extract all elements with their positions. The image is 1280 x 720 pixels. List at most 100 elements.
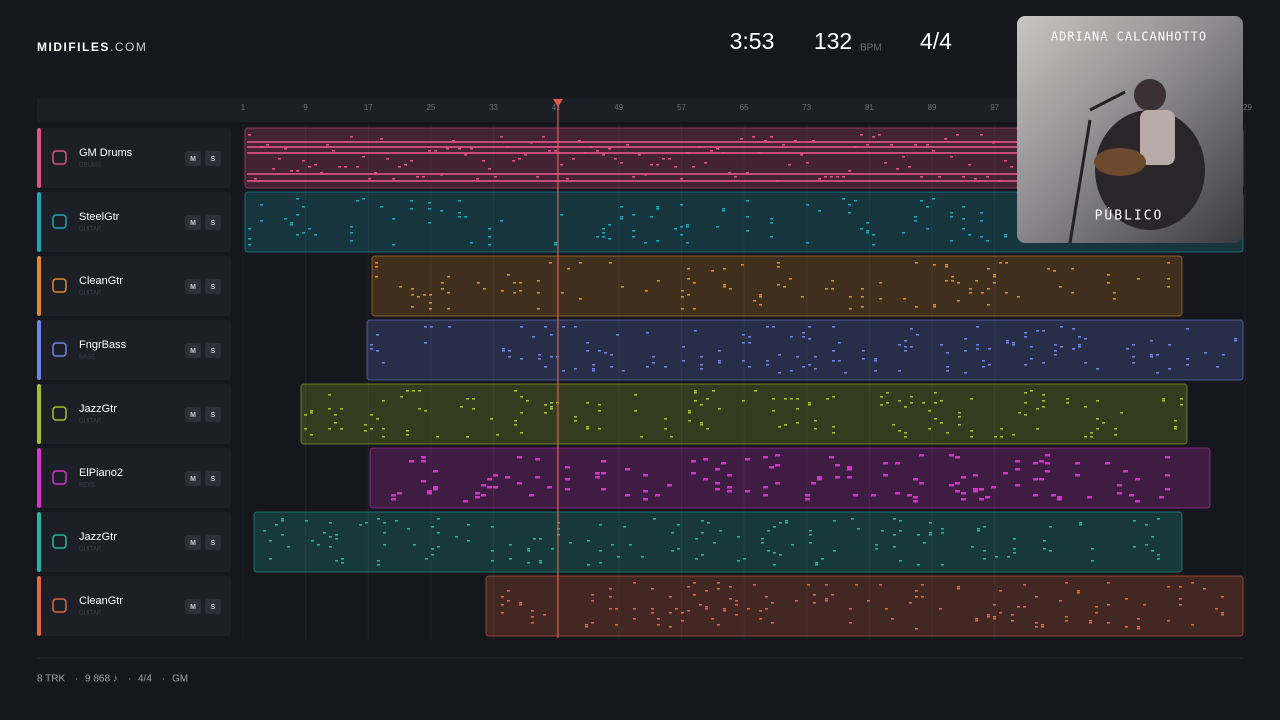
solo-button[interactable] — [205, 151, 221, 166]
solo-button[interactable] — [205, 343, 221, 358]
note — [1033, 462, 1038, 465]
note — [742, 400, 745, 402]
note — [1007, 556, 1010, 558]
note — [977, 530, 980, 532]
mute-button[interactable] — [185, 215, 201, 230]
note — [1042, 330, 1045, 332]
mute-button[interactable] — [185, 471, 201, 486]
note — [650, 164, 653, 166]
note — [625, 494, 630, 497]
note — [904, 346, 907, 348]
track-name: JazzGtr — [79, 531, 117, 543]
solo-button[interactable] — [205, 471, 221, 486]
bar-number: 17 — [364, 103, 373, 112]
solo-button[interactable] — [205, 407, 221, 422]
clip — [371, 255, 1183, 317]
note — [1024, 392, 1027, 394]
note — [550, 402, 553, 404]
mute-button[interactable] — [185, 599, 201, 614]
note — [1039, 460, 1044, 463]
note — [962, 206, 965, 208]
note — [247, 180, 1241, 182]
track-color-bar — [37, 576, 41, 636]
mute-label: M — [190, 476, 196, 483]
bar-number: 89 — [928, 103, 937, 112]
note — [458, 200, 461, 202]
solo-button[interactable] — [205, 599, 221, 614]
note — [698, 146, 701, 148]
note — [509, 558, 512, 560]
note — [328, 408, 331, 410]
note — [374, 172, 377, 174]
note — [586, 426, 589, 428]
note — [554, 150, 557, 152]
note — [1065, 582, 1068, 584]
note — [364, 424, 367, 426]
note — [376, 350, 379, 352]
note — [957, 282, 960, 284]
note — [440, 210, 443, 212]
note — [801, 296, 804, 298]
note — [475, 492, 480, 495]
note — [656, 206, 659, 208]
note — [881, 530, 884, 532]
note — [753, 584, 756, 586]
note — [883, 462, 888, 465]
note — [874, 360, 877, 362]
track: CleanGtr GUITAR M S — [37, 575, 1244, 637]
note — [1084, 406, 1087, 408]
note — [505, 476, 510, 479]
note — [579, 298, 582, 300]
note — [923, 542, 926, 544]
note — [844, 372, 847, 374]
note — [585, 626, 588, 628]
note — [260, 204, 263, 206]
note — [475, 496, 480, 499]
note — [1013, 552, 1016, 554]
note — [629, 544, 632, 546]
note — [746, 230, 749, 232]
note — [592, 364, 595, 366]
solo-button[interactable] — [205, 535, 221, 550]
mute-button[interactable] — [185, 407, 201, 422]
note — [1015, 484, 1020, 487]
note — [831, 288, 834, 290]
note — [335, 534, 338, 536]
note — [519, 604, 522, 606]
track-icon — [52, 470, 67, 485]
mute-button[interactable] — [185, 279, 201, 294]
note — [376, 418, 379, 420]
note — [1117, 492, 1122, 495]
solo-label: S — [211, 220, 216, 227]
note — [640, 436, 643, 438]
track-color-bar — [37, 128, 41, 188]
note — [1191, 624, 1194, 626]
note — [491, 560, 494, 562]
note — [903, 298, 906, 300]
note — [1107, 282, 1110, 284]
note — [848, 204, 851, 206]
note — [532, 336, 535, 338]
note — [1186, 328, 1189, 330]
note — [560, 164, 563, 166]
solo-label: S — [211, 348, 216, 355]
note — [1054, 344, 1057, 346]
mute-button[interactable] — [185, 535, 201, 550]
note — [382, 400, 385, 402]
note — [565, 488, 570, 491]
note — [550, 406, 553, 408]
note — [392, 178, 395, 180]
mute-button[interactable] — [185, 151, 201, 166]
solo-button[interactable] — [205, 279, 221, 294]
note — [770, 136, 773, 138]
note — [436, 436, 439, 438]
note — [417, 296, 420, 298]
note — [763, 494, 768, 497]
note — [488, 228, 491, 230]
note — [874, 370, 877, 372]
note — [1089, 620, 1092, 622]
solo-button[interactable] — [205, 215, 221, 230]
mute-button[interactable] — [185, 343, 201, 358]
note — [392, 244, 395, 246]
note — [759, 294, 762, 296]
